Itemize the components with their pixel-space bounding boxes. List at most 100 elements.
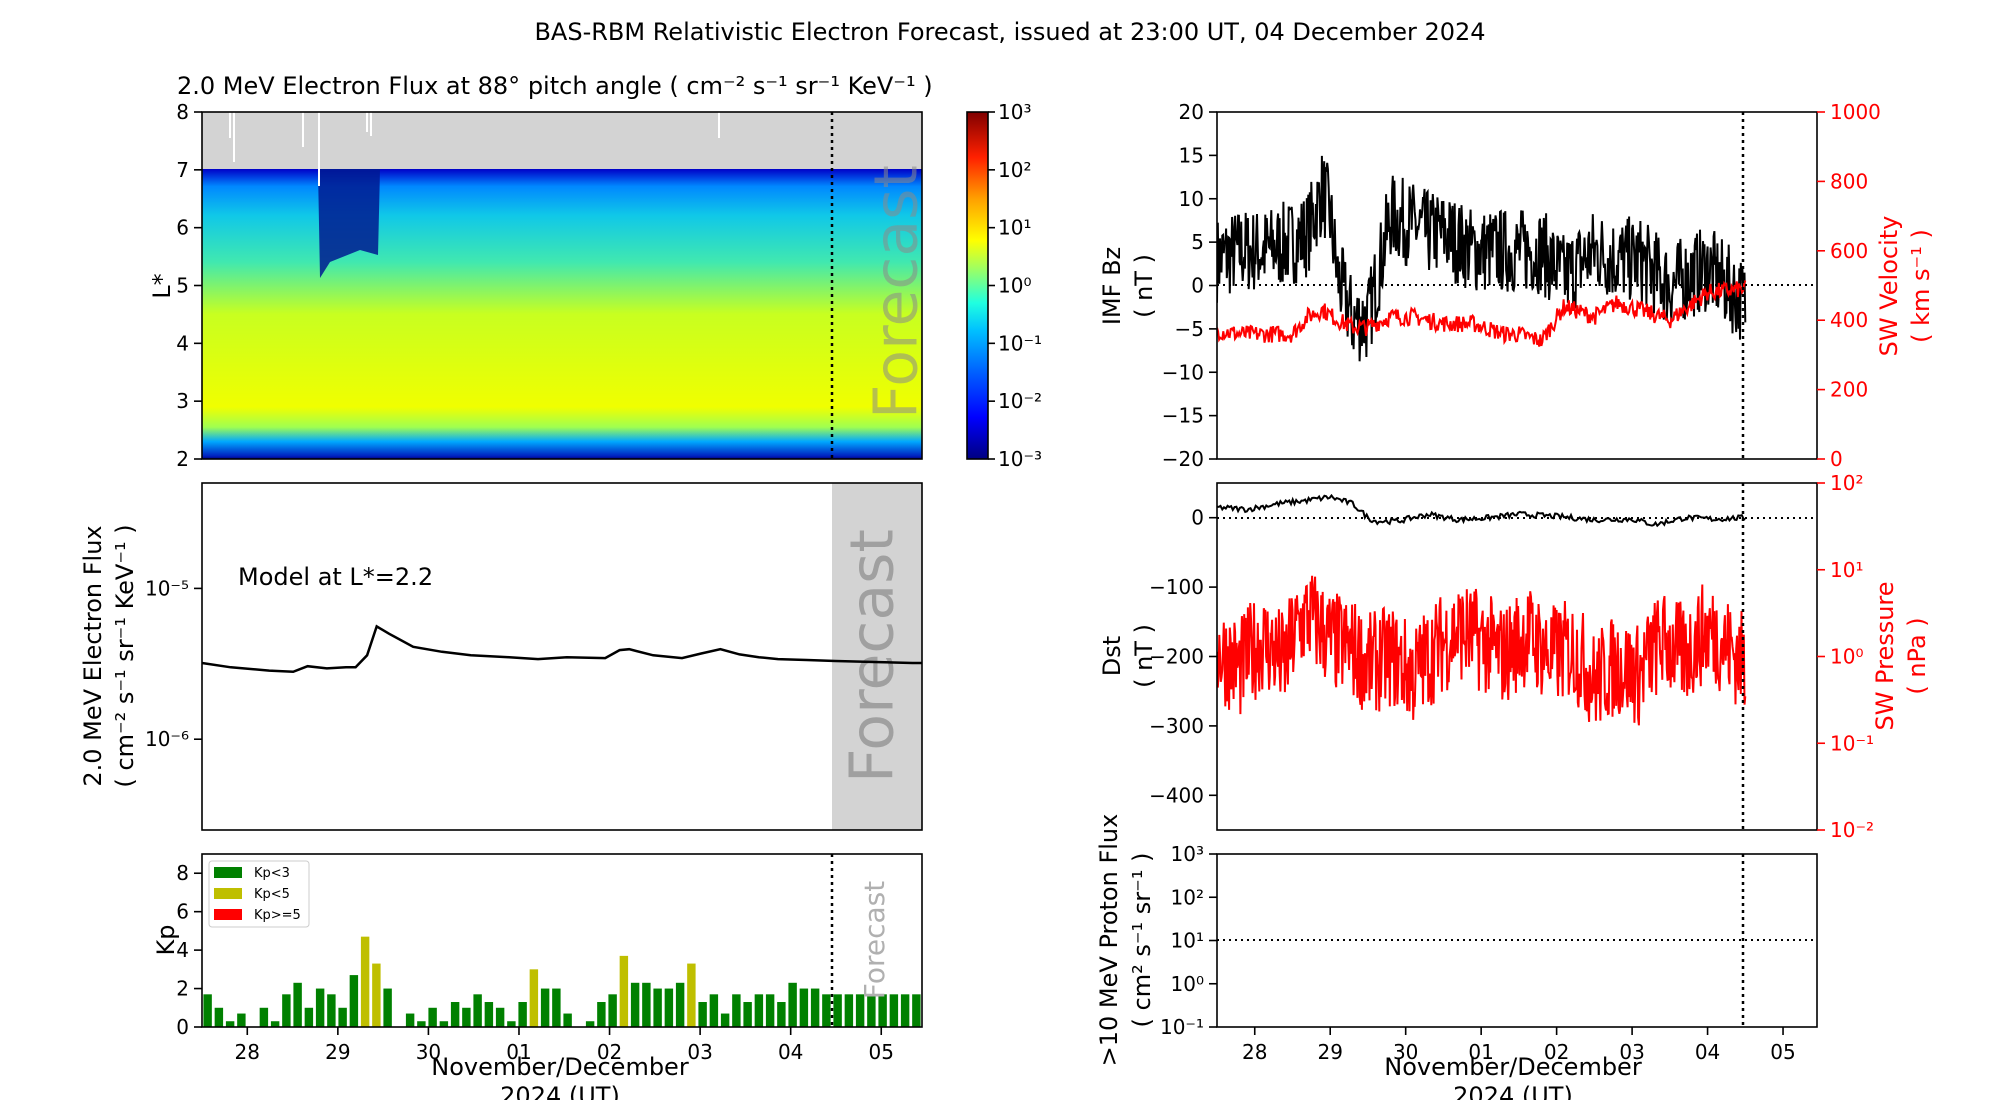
y-tick-label: −300 [1149, 714, 1204, 738]
kp-bar [833, 994, 842, 1027]
y-tick-label: 10⁰ [1171, 972, 1204, 996]
kp-bar [327, 994, 336, 1027]
y-tick-label: 15 [1179, 143, 1204, 167]
dst-series [1217, 493, 1746, 528]
kp-bar [360, 936, 370, 1027]
kp-bar [293, 982, 302, 1027]
kp-bar [270, 1021, 280, 1027]
kp-legend-label: Kp<3 [254, 866, 290, 881]
kp-bar [799, 988, 809, 1027]
kp-bar [675, 982, 685, 1027]
kp-bar [630, 982, 640, 1027]
x-tick-label: 04 [1695, 1040, 1720, 1064]
left-xlabel-year: 2024 (UT) [500, 1082, 620, 1100]
imf-bz-series [1217, 155, 1747, 362]
y-tick-label: −10 [1162, 360, 1204, 384]
x-tick-label: 01 [1468, 1040, 1493, 1064]
imf-yticks-left: −20 −15 −10 −5 0 5 10 15 20 [1162, 100, 1217, 471]
sw-pressure-ylabel: SW Pressure [1871, 581, 1899, 730]
x-tick-label: 30 [1393, 1040, 1418, 1064]
kp-bar [225, 1021, 235, 1027]
kp-bars [203, 936, 921, 1027]
data-gap-line [318, 112, 320, 186]
y-tick-label: 8 [176, 100, 189, 124]
dst-ylabel-unit: ( nT ) [1130, 624, 1158, 688]
kp-bar [473, 994, 482, 1027]
kp-ylabel: Kp [152, 925, 180, 956]
kp-bar [698, 1002, 707, 1027]
no-data-region [202, 112, 922, 169]
kp-bar [237, 1013, 246, 1027]
dropout-region [318, 169, 380, 278]
kp-bar [540, 988, 550, 1027]
kp-yticks: 0 2 4 6 8 [176, 861, 202, 1039]
flux-heatmap-field [202, 169, 922, 459]
y-tick-label: 2 [176, 447, 189, 471]
proton-xticks: 28 29 30 01 02 03 04 05 [1242, 1027, 1796, 1064]
y-tick-label: 1000 [1830, 100, 1881, 124]
kp-bar [585, 1021, 595, 1027]
kp-legend-swatch-low [214, 867, 242, 878]
y-tick-label: 10³ [1171, 842, 1204, 866]
kp-bar [349, 975, 359, 1027]
y-tick-label: 400 [1830, 308, 1868, 332]
data-gap-line [718, 112, 720, 138]
colorbar-scale [966, 111, 989, 460]
kp-bar [709, 994, 719, 1027]
y-tick-label: 200 [1830, 378, 1868, 402]
forecast-watermark: Forecast [858, 881, 891, 1000]
imf-ylabel: IMF Bz [1098, 247, 1126, 325]
kp-bar [439, 1021, 449, 1027]
kp-bar [338, 1007, 347, 1027]
dst-yticks-left: 0 −100 −200 −300 −400 [1149, 506, 1217, 807]
data-gap-line [370, 112, 372, 136]
kp-bar [765, 994, 775, 1027]
colorbar-ticks: 10⁻³ 10⁻² 10⁻¹ 10⁰ 10¹ 10² 10³ [988, 100, 1042, 471]
flux-line-panel: Forecast Model at L*=2.2 10⁻⁵ 10⁻⁶ 2.0 Me… [79, 482, 923, 831]
y-tick-label: 10 [1179, 187, 1204, 211]
x-tick-label: 29 [325, 1040, 350, 1064]
colorbar-tick-label: 10¹ [998, 216, 1031, 240]
kp-bar [642, 982, 651, 1027]
kp-bar [720, 1013, 730, 1027]
kp-bar [754, 994, 764, 1027]
kp-legend-label: Kp>=5 [254, 908, 301, 923]
kp-bar [315, 988, 325, 1027]
colorbar-tick-label: 10⁰ [998, 274, 1031, 298]
proton-panel: 10³ 10² 10¹ 10⁰ 10⁻¹ 28 29 30 01 02 03 04 05 >10 Me… [1095, 814, 1818, 1100]
y-tick-label: 0 [1191, 274, 1204, 298]
y-tick-label: −400 [1149, 783, 1204, 807]
right-xlabel-year: 2024 (UT) [1453, 1082, 1573, 1100]
x-tick-label: 03 [1619, 1040, 1644, 1064]
kp-bar [450, 1002, 460, 1027]
y-tick-label: 7 [176, 158, 189, 182]
kp-bar [484, 1002, 494, 1027]
kp-bar [282, 994, 291, 1027]
figure-title: BAS-RBM Relativistic Electron Forecast, … [534, 18, 1485, 46]
kp-bar [687, 963, 696, 1027]
y-tick-label: 4 [176, 331, 189, 355]
proton-yticks: 10³ 10² 10¹ 10⁰ 10⁻¹ [1160, 842, 1217, 1039]
y-tick-label: 10⁻¹ [1830, 731, 1874, 755]
y-tick-label: 10¹ [1830, 558, 1863, 582]
y-tick-label: 5 [1191, 230, 1204, 254]
kp-bar [732, 994, 741, 1027]
imf-ylabel-unit: ( nT ) [1130, 254, 1158, 318]
kp-bar [743, 1002, 752, 1027]
y-tick-label: 10⁻⁶ [145, 727, 189, 751]
y-tick-label: −15 [1162, 404, 1204, 428]
x-tick-label: 30 [416, 1040, 441, 1064]
kp-legend-label: Kp<5 [254, 887, 290, 902]
flux-line-yticks: 10⁻⁵ 10⁻⁶ [145, 576, 202, 751]
y-tick-label: 10² [1171, 885, 1204, 909]
forecast-region [832, 483, 922, 830]
y-tick-label: 8 [176, 861, 189, 885]
kp-bar [878, 994, 887, 1027]
kp-bar [495, 1007, 505, 1027]
y-tick-label: 10⁻⁵ [145, 576, 189, 600]
flux-heatmap-panel: 2.0 MeV Electron Flux at 88° pitch angle… [148, 72, 933, 471]
right-xlabel: November/December [1384, 1053, 1642, 1081]
kp-legend: Kp<3 Kp<5 Kp>=5 [208, 860, 310, 928]
